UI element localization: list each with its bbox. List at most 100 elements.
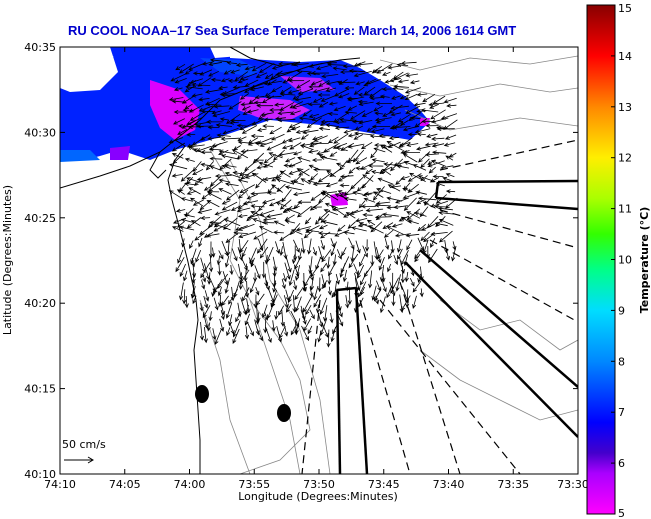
current-vector [173, 87, 183, 92]
current-vector [229, 264, 234, 276]
current-vector [207, 125, 220, 130]
current-vector [387, 184, 401, 192]
current-vector [310, 80, 323, 86]
current-vector [200, 262, 211, 279]
current-vector [324, 202, 338, 209]
current-vector [294, 96, 312, 102]
current-vector [271, 320, 276, 332]
current-vector [374, 117, 392, 122]
current-vector [373, 147, 386, 153]
current-vector [271, 133, 285, 141]
current-vector [259, 246, 269, 259]
current-vector [258, 226, 273, 234]
current-vector [315, 65, 329, 71]
current-vector [400, 176, 410, 181]
current-vector [302, 109, 312, 117]
colorbar-tick-label: 11 [618, 203, 632, 216]
current-vector [396, 62, 409, 68]
current-vector [415, 190, 427, 195]
current-vector [319, 297, 328, 315]
current-vector [265, 327, 272, 344]
current-vector [307, 102, 321, 107]
current-vector [392, 125, 411, 130]
colorbar-tick-label: 14 [618, 50, 632, 63]
current-vector [321, 249, 332, 263]
current-vector [399, 141, 411, 147]
current-vector [334, 125, 350, 131]
current-vector [186, 177, 204, 184]
current-vector [405, 233, 420, 238]
current-vector [311, 112, 330, 121]
x-tick-label: 74:05 [109, 478, 141, 491]
current-vector [192, 161, 202, 172]
current-vector [375, 101, 393, 106]
current-vector [322, 280, 328, 290]
current-vector [208, 311, 213, 322]
current-vector [272, 230, 284, 235]
colorbar-tick-label: 5 [618, 507, 625, 519]
current-vector [358, 101, 374, 107]
current-vector [261, 198, 276, 204]
current-vector [356, 183, 367, 192]
current-vector [237, 178, 249, 183]
current-vector [220, 309, 225, 321]
current-vector [186, 190, 197, 195]
current-vector [375, 201, 391, 206]
current-vector [227, 78, 238, 84]
current-vector [374, 111, 384, 116]
colorbar-tick-label: 8 [618, 355, 625, 368]
current-vector [445, 155, 454, 161]
current-vector [171, 99, 186, 104]
current-vector [271, 184, 283, 193]
current-vector [405, 105, 421, 114]
current-vector [279, 101, 295, 111]
current-vector [368, 270, 373, 289]
current-vector [320, 119, 337, 124]
current-vector [305, 228, 320, 233]
current-vector [295, 265, 300, 281]
current-vector [407, 219, 419, 225]
current-vector [237, 140, 251, 145]
current-vector [374, 215, 392, 220]
current-vector [329, 312, 334, 324]
current-vector [281, 278, 286, 290]
current-vector [396, 164, 410, 169]
current-vector [277, 118, 296, 123]
x-tick-label: 73:55 [238, 478, 270, 491]
current-vector [382, 168, 392, 176]
current-vector [215, 123, 233, 128]
current-vector [334, 120, 347, 125]
current-vector [207, 136, 224, 141]
current-vector [321, 74, 339, 79]
current-vector [335, 162, 345, 167]
current-vector [203, 295, 209, 309]
current-vector [247, 141, 260, 146]
current-vector [409, 278, 415, 287]
bathymetry-line [199, 299, 251, 474]
current-vector [381, 272, 386, 283]
current-vector [288, 269, 295, 287]
current-vector [430, 109, 446, 120]
current-vector [325, 123, 339, 128]
current-vector [387, 141, 401, 148]
current-vector [293, 62, 309, 67]
current-vector [382, 111, 392, 117]
current-vector [389, 281, 396, 297]
current-vector [360, 141, 373, 150]
current-vector [312, 87, 330, 94]
current-vector [259, 141, 273, 147]
current-vector [243, 263, 248, 282]
current-vector [232, 170, 250, 176]
current-vector [194, 232, 205, 241]
current-vector [175, 256, 185, 273]
current-vector [348, 68, 366, 74]
current-vector [386, 196, 403, 202]
current-vector [370, 221, 383, 233]
current-vector [216, 255, 221, 266]
current-vector [341, 247, 347, 257]
current-vector [276, 325, 283, 343]
current-vector [325, 182, 338, 188]
current-vector [273, 220, 285, 227]
current-vector [220, 136, 240, 141]
current-vector [308, 84, 320, 89]
